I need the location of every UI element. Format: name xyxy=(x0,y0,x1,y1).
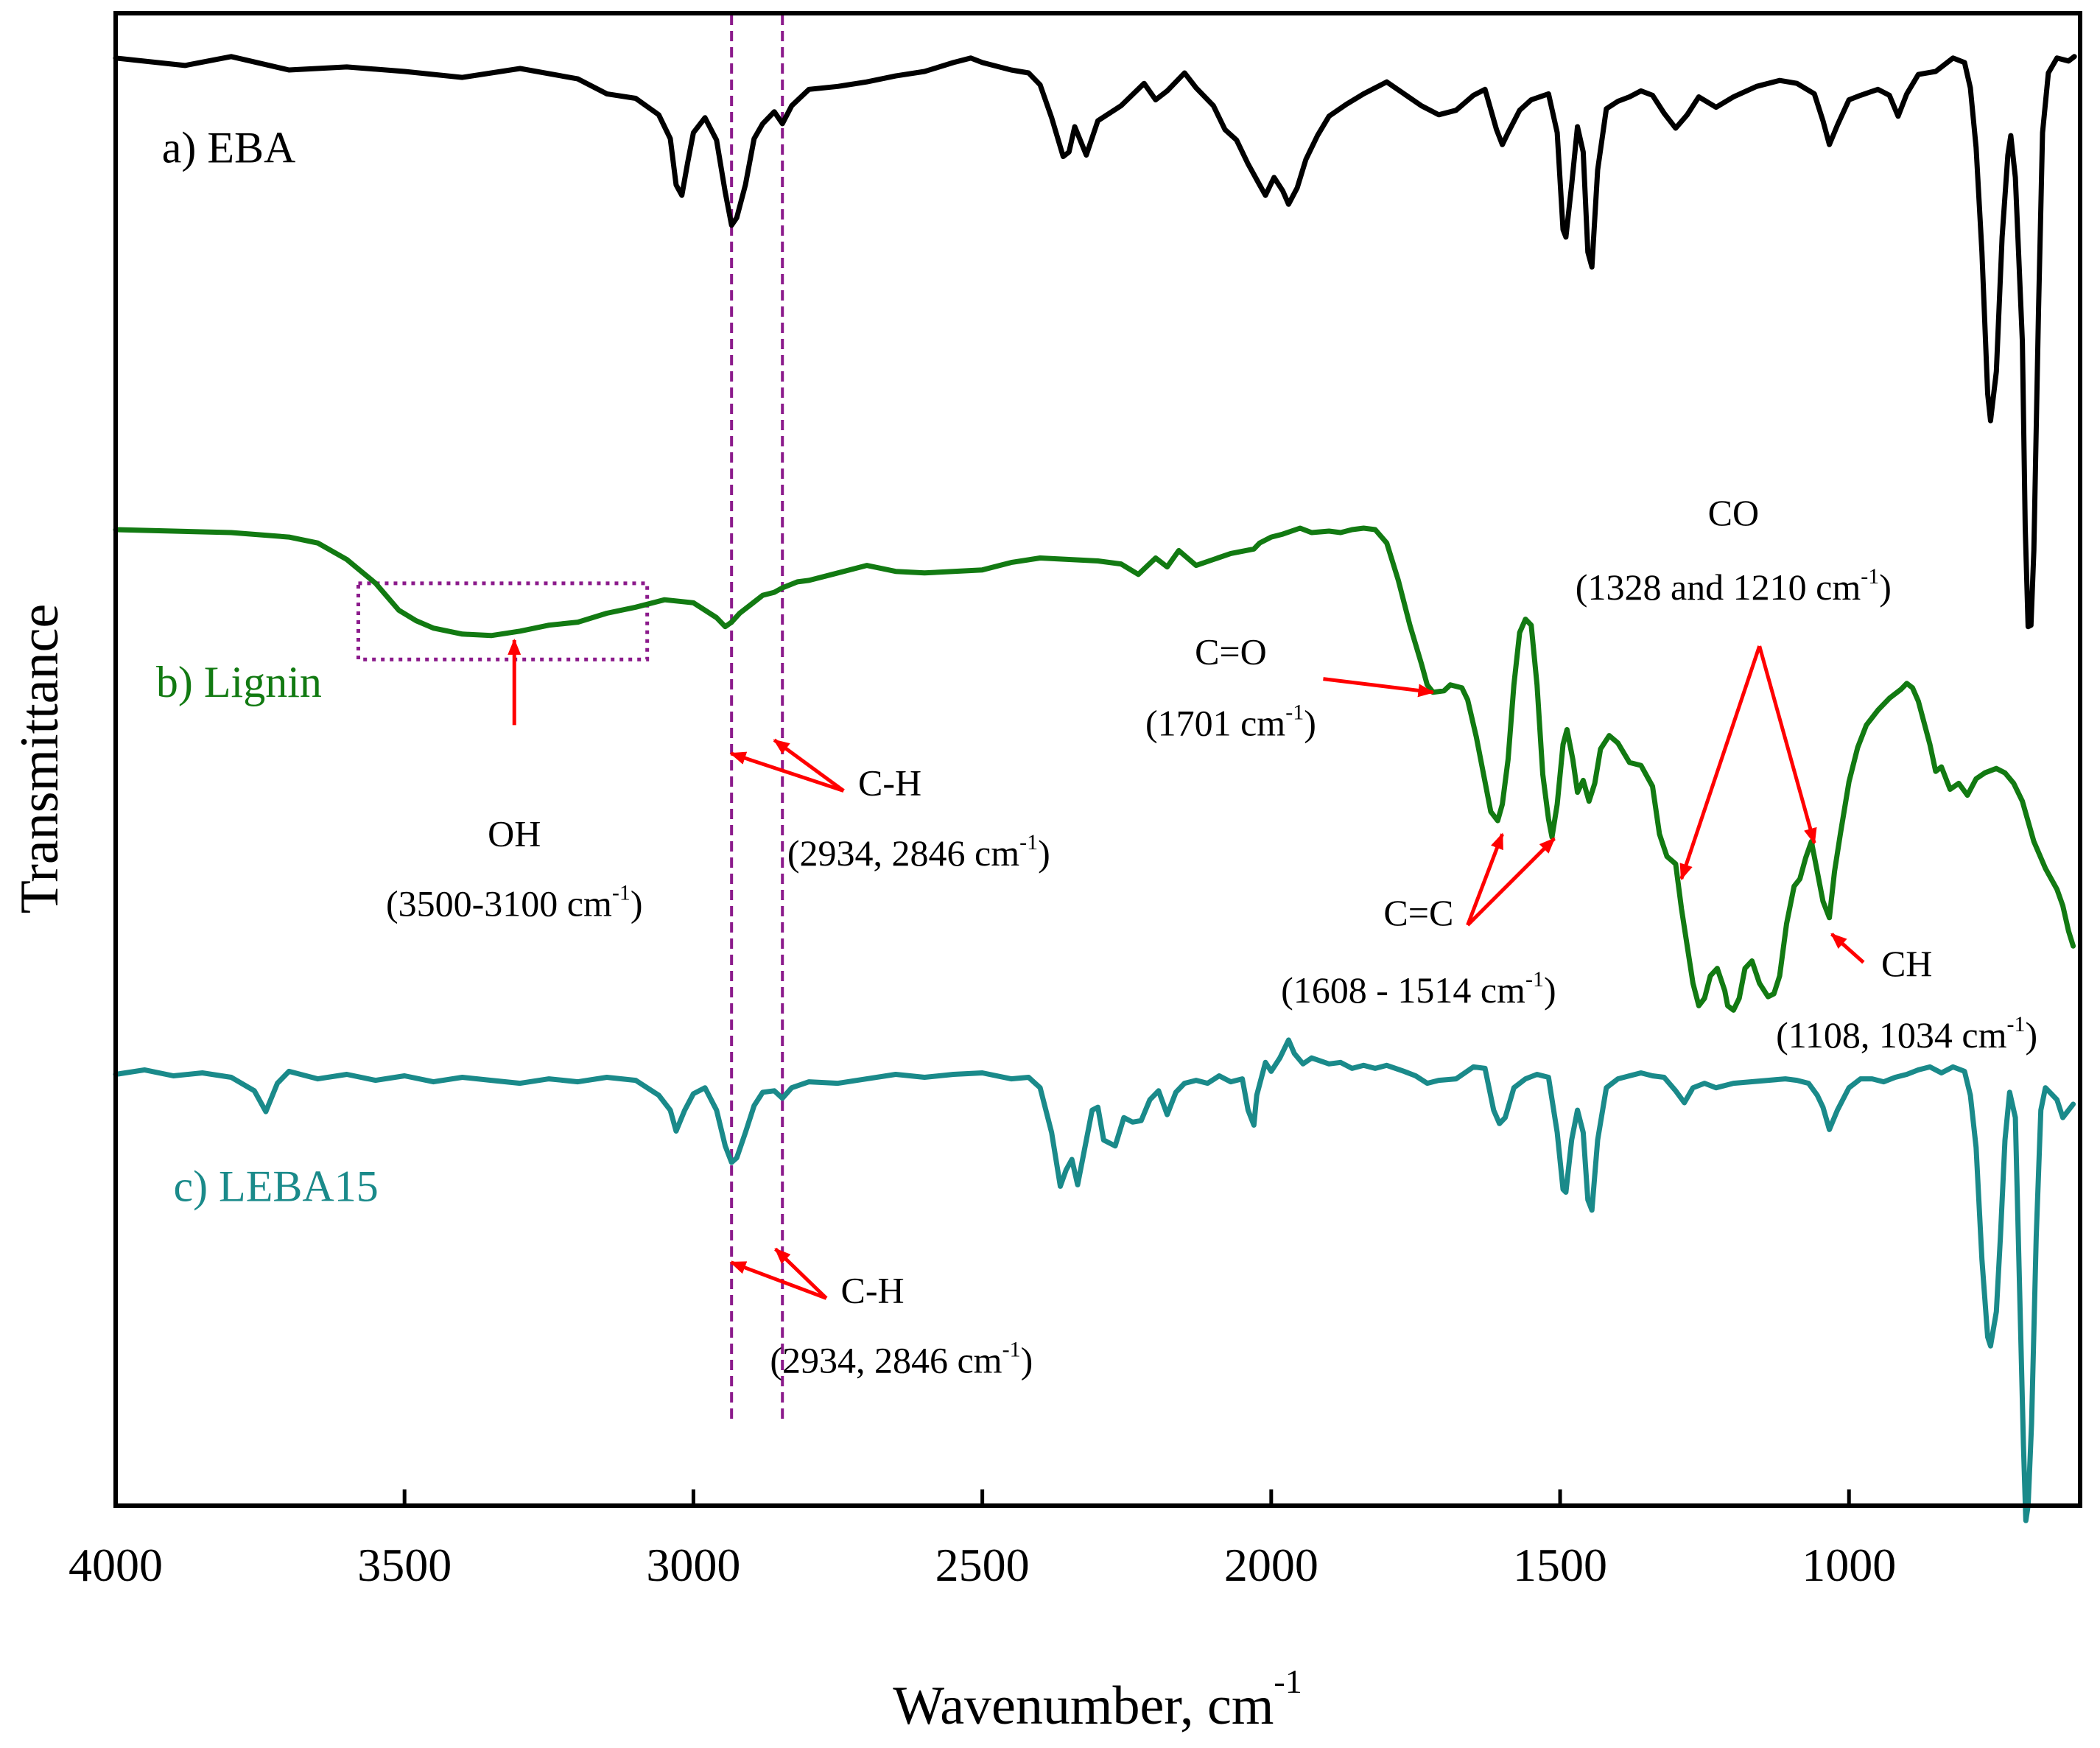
arrow-ch-leba15-1 xyxy=(729,1260,827,1300)
annotation-arrows xyxy=(508,638,1865,1300)
series-labels: a) EBA b) Lignin c) LEBA15 xyxy=(156,124,379,1211)
annotation-range-cc: (1608 - 1514 cm-1) xyxy=(1281,967,1556,1011)
x-tick-label-2500: 2500 xyxy=(935,1539,1030,1591)
x-axis-title-sup: -1 xyxy=(1274,1663,1302,1700)
x-axis-ticks: 4000 3500 3000 2500 2000 1500 1000 xyxy=(69,1489,1896,1591)
annotation-range-close: ) xyxy=(1038,832,1050,874)
series-label-eba: a) EBA xyxy=(162,124,296,172)
series-label-lignin: b) Lignin xyxy=(156,658,322,706)
series-line-lignin xyxy=(113,525,2076,1013)
annotation-range-text: (2934, 2846 cm xyxy=(787,832,1019,874)
annotation-range-ch-1108: (1108, 1034 cm-1) xyxy=(1776,1012,2037,1056)
annotation-range-text: (1701 cm xyxy=(1145,703,1285,744)
x-tick-label-3000: 3000 xyxy=(646,1539,740,1591)
annotation-range-text: (1108, 1034 cm xyxy=(1776,1014,2006,1056)
arrow-co-1701 xyxy=(1323,677,1435,698)
annotation-range-sup: -1 xyxy=(1525,967,1544,991)
arrow-ch-lignin-1 xyxy=(729,751,845,793)
annotation-range-text: (1608 - 1514 cm xyxy=(1281,969,1525,1011)
guide-lines xyxy=(730,15,784,1424)
annotation-range-sup: -1 xyxy=(1285,701,1304,725)
annotation-range-sup: -1 xyxy=(1861,564,1879,589)
annotation-range-close: ) xyxy=(1544,969,1556,1011)
arrow-cc-2 xyxy=(1466,837,1556,927)
x-axis-title-text: Wavenumber, cm xyxy=(893,1676,1274,1736)
annotation-label-cc: C=C xyxy=(1383,892,1453,933)
annotation-range-close: ) xyxy=(2026,1014,2038,1056)
x-tick-label-3500: 3500 xyxy=(357,1539,452,1591)
x-tick-label-1500: 1500 xyxy=(1513,1539,1607,1591)
x-tick-label-4000: 4000 xyxy=(69,1539,163,1591)
annotation-range-sup: -1 xyxy=(1002,1338,1021,1362)
annotation-range-text: (1328 and 1210 cm xyxy=(1576,566,1861,608)
annotation-range-close: ) xyxy=(1021,1340,1033,1381)
arrow-co-bands-1 xyxy=(1679,645,1762,880)
series-label-leba15: c) LEBA15 xyxy=(173,1162,378,1211)
annotation-range-ch-leba15: (2934, 2846 cm-1) xyxy=(770,1338,1033,1381)
plot-background xyxy=(116,13,2080,1506)
annotation-range-sup: -1 xyxy=(2007,1012,2026,1036)
annotation-range-sup: -1 xyxy=(1019,830,1038,854)
annotation-label-co-1701: C=O xyxy=(1195,631,1267,672)
x-axis-title: Wavenumber, cm-1 xyxy=(893,1663,1302,1736)
annotation-range-oh: (3500-3100 cm-1) xyxy=(386,881,643,924)
x-tick-label-1000: 1000 xyxy=(1802,1539,1896,1591)
dotted-box-layer xyxy=(356,581,650,661)
annotation-label-ch-1108: CH xyxy=(1881,943,1932,984)
annotation-range-sup: -1 xyxy=(612,881,631,905)
annotations: OH(3500-3100 cm-1)C-H(2934, 2846 cm-1)C=… xyxy=(386,492,2037,1381)
series-line-eba xyxy=(113,54,2077,630)
annotation-range-close: ) xyxy=(631,883,643,924)
x-tick-label-2000: 2000 xyxy=(1224,1539,1318,1591)
annotation-range-ch-lignin: (2934, 2846 cm-1) xyxy=(787,830,1050,874)
annotation-label-ch-leba15: C-H xyxy=(841,1269,905,1310)
plot-frame xyxy=(113,11,2082,1508)
series-lines xyxy=(113,54,2077,1523)
annotation-range-text: (3500-3100 cm xyxy=(386,883,612,924)
annotation-range-co-1701: (1701 cm-1) xyxy=(1145,701,1316,744)
annotation-label-oh: OH xyxy=(488,813,541,854)
annotation-range-co-bands: (1328 and 1210 cm-1) xyxy=(1576,564,1892,608)
annotation-label-ch-lignin: C-H xyxy=(858,762,921,804)
annotation-range-close: ) xyxy=(1304,703,1316,744)
y-axis-title: Transmittance xyxy=(10,604,70,914)
arrow-ch-1108 xyxy=(1830,933,1865,964)
arrow-co-bands-2 xyxy=(1757,645,1817,845)
oh-region-box xyxy=(356,581,650,661)
arrow-cc-1 xyxy=(1466,832,1504,926)
annotation-label-co-bands: CO xyxy=(1708,492,1759,533)
arrow-ch-lignin-2 xyxy=(773,738,845,793)
arrow-ch-leba15-2 xyxy=(774,1247,828,1300)
annotation-range-text: (2934, 2846 cm xyxy=(770,1340,1002,1381)
series-line-leba15 xyxy=(113,1037,2076,1523)
annotation-range-close: ) xyxy=(1879,566,1892,608)
